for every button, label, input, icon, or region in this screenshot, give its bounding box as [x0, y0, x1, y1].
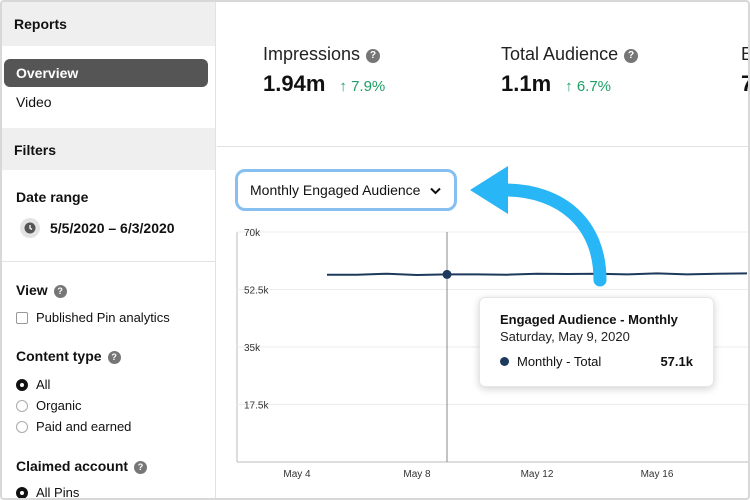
claimed-account-label-text: Claimed account [16, 458, 129, 474]
content-type-option-organic[interactable]: Organic [16, 398, 82, 413]
help-icon[interactable]: ? [366, 48, 381, 63]
claimed-account-option-all[interactable]: All Pins [16, 485, 80, 500]
radio[interactable] [16, 399, 28, 412]
metric-value: 1.94m [263, 71, 326, 96]
x-tick-label: May 12 [521, 469, 554, 480]
tooltip-title: Engaged Audience - Monthly [500, 312, 678, 327]
arrow-up-icon: ↑ [339, 78, 352, 95]
metric-name: E [741, 44, 748, 65]
metrics-bar: Impressions? 1.94m ↑ 7.9% Total Audience… [217, 2, 748, 147]
help-icon[interactable]: ? [134, 460, 148, 474]
y-tick-label: 52.5k [244, 286, 269, 297]
published-pin-option[interactable]: Published Pin analytics [16, 310, 170, 325]
content-type-option-paid[interactable]: Paid and earned [16, 419, 131, 434]
view-label: View? [16, 282, 67, 298]
date-range-picker[interactable]: 5/5/2020 – 6/3/2020 [20, 218, 175, 238]
tooltip-value: 57.1k [660, 354, 693, 369]
x-tick-label: May 8 [403, 469, 431, 480]
metric-value: 7 [741, 71, 748, 97]
callout-arrow-icon [470, 166, 607, 287]
series-line [327, 272, 748, 277]
published-pin-checkbox[interactable] [16, 311, 28, 324]
published-pin-label: Published Pin analytics [36, 310, 170, 325]
radio-selected[interactable] [16, 486, 28, 498]
metric-truncated[interactable]: E 7 [741, 44, 748, 97]
arrow-up-icon: ↑ [565, 78, 577, 95]
tooltip-series-row: Monthly - Total 57.1k [500, 354, 693, 369]
help-icon[interactable]: ? [107, 350, 121, 364]
content-type-option-all[interactable]: All [16, 377, 50, 392]
radio[interactable] [16, 420, 28, 433]
dropdown-label: Monthly Engaged Audience [250, 182, 421, 198]
tooltip-date: Saturday, May 9, 2020 [500, 329, 630, 344]
chart-tooltip: Engaged Audience - Monthly Saturday, May… [479, 297, 714, 387]
help-icon[interactable]: ? [53, 284, 67, 298]
metric-delta-value: 6.7% [576, 78, 612, 95]
metric-delta: ↑ 7.9% [339, 78, 385, 95]
metric-total-audience[interactable]: Total Audience? 1.1m ↑ 6.7% [501, 44, 639, 97]
y-tick-label: 35k [244, 343, 261, 354]
nav-item-overview[interactable]: Overview [4, 59, 208, 87]
nav-item-video[interactable]: Video [16, 94, 52, 110]
x-tick-label: May 4 [283, 469, 311, 480]
y-tick-label: 70k [244, 228, 261, 239]
date-range-value: 5/5/2020 – 6/3/2020 [50, 220, 175, 236]
chevron-down-icon [430, 182, 442, 198]
help-icon[interactable]: ? [624, 48, 639, 63]
reports-heading: Reports [2, 2, 215, 46]
metric-dropdown[interactable]: Monthly Engaged Audience [235, 169, 457, 211]
content-type-label: Content type? [16, 348, 121, 364]
metric-value: 1.1m [501, 71, 552, 96]
metric-name: Total Audience [501, 44, 619, 64]
content-type-label-text: Content type [16, 348, 102, 364]
metric-name: Impressions [263, 44, 361, 64]
metric-delta: ↑ 6.7% [565, 78, 611, 95]
highlight-point [442, 269, 452, 279]
divider [2, 261, 215, 262]
tooltip-series: Monthly - Total [517, 354, 602, 369]
filters-heading: Filters [2, 128, 215, 170]
date-range-label: Date range [16, 189, 89, 205]
radio-selected[interactable] [16, 378, 28, 391]
x-tick-label: May 16 [641, 469, 674, 480]
engaged-audience-chart[interactable]: 70k 52.5k 35k 17.5k May 4 May 8 May 12 May 16 [217, 222, 750, 482]
y-tick-label: 17.5k [244, 401, 269, 412]
claimed-account-label: Claimed account? [16, 458, 148, 474]
content-type-all-label: All [36, 377, 51, 392]
content-type-organic-label: Organic [36, 398, 82, 413]
claimed-account-all-label: All Pins [36, 485, 80, 500]
clock-icon [20, 218, 40, 238]
metric-impressions[interactable]: Impressions? 1.94m ↑ 7.9% [263, 44, 385, 97]
metric-delta-value: 7.9% [351, 78, 386, 95]
sidebar: Reports Overview Video Filters Date rang… [2, 2, 216, 500]
view-label-text: View [16, 282, 48, 298]
series-dot-icon [500, 357, 509, 366]
content-type-paid-label: Paid and earned [36, 419, 132, 434]
